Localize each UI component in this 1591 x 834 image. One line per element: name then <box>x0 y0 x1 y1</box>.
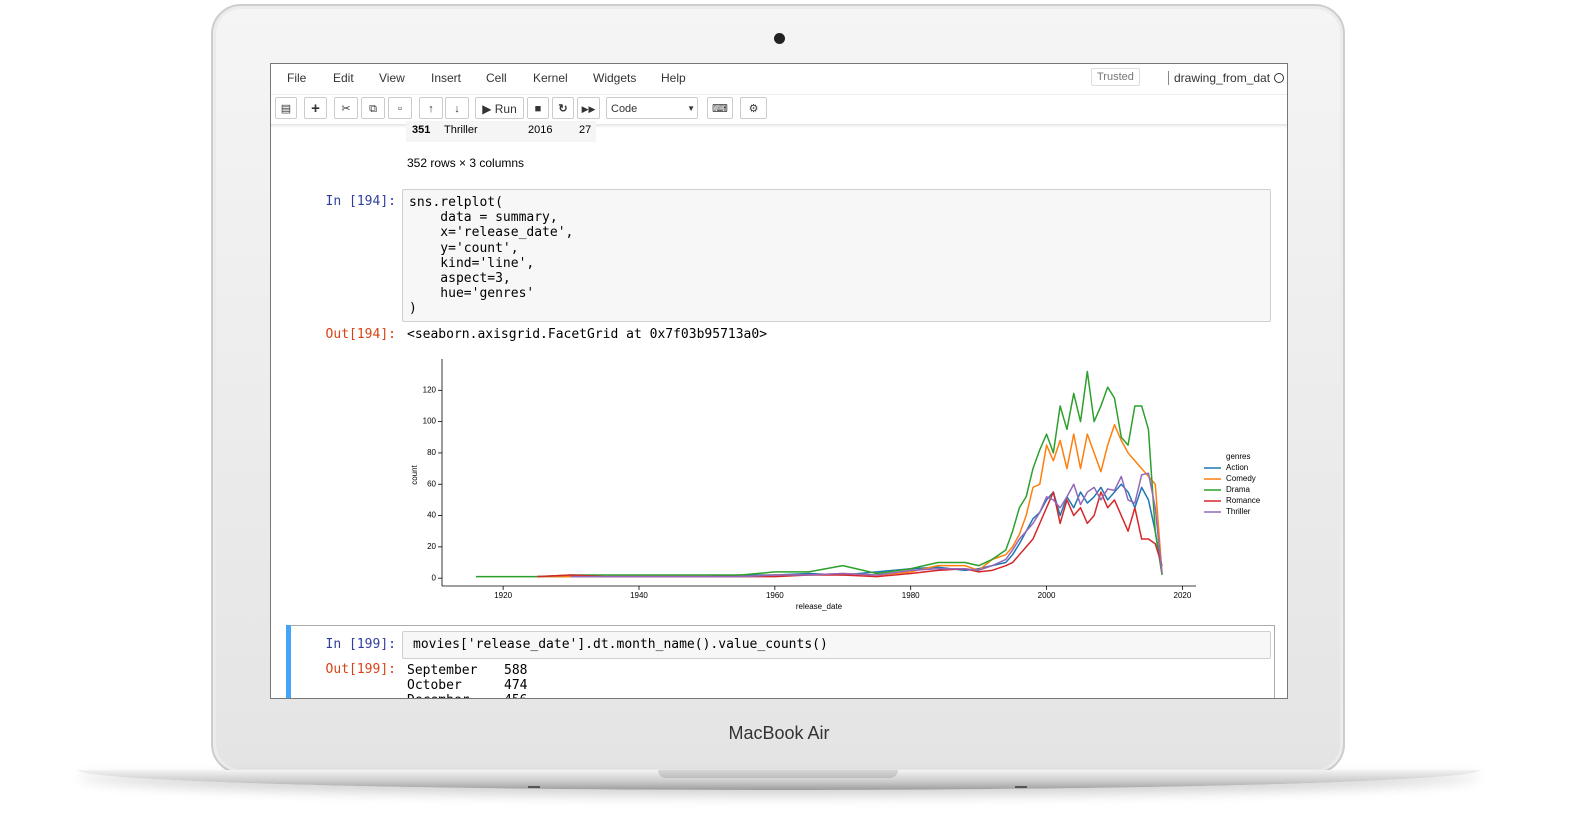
x-axis-label: release_date <box>796 602 843 611</box>
code-line: kind='line', <box>409 255 535 271</box>
screen: File Edit View Insert Cell Kernel Widgets Help … <box>270 63 1288 699</box>
y-tick-label: 60 <box>427 479 436 488</box>
stop-button[interactable]: ■ <box>527 97 549 119</box>
output-label: September <box>407 663 478 678</box>
legend-label: Thriller <box>1226 507 1251 516</box>
run-label: Run <box>494 102 517 116</box>
code-line: x='release_date', <box>409 225 574 241</box>
restart-button[interactable]: ↻ <box>552 97 574 119</box>
camera <box>774 33 785 44</box>
menu-bar: File Edit View Insert Cell Kernel Widgets Help <box>271 64 1287 95</box>
foot <box>528 786 540 788</box>
save-button[interactable]: ▤ <box>275 97 297 119</box>
code-line: sns.relplot( <box>409 195 503 210</box>
y-tick-label: 80 <box>427 448 436 457</box>
cell-output: <seaborn.axisgrid.FacetGrid at 0x7f03b95… <box>407 327 768 342</box>
row-genre: Thriller <box>444 124 478 136</box>
run-button[interactable]: ▶ Run <box>475 97 524 119</box>
output-value: 588 <box>504 663 528 678</box>
menu-item[interactable]: Cell <box>486 71 507 85</box>
x-tick-label: 1920 <box>494 591 512 600</box>
laptop-base <box>78 770 1480 790</box>
output-label: October <box>407 678 462 693</box>
code-line: y='count', <box>409 240 519 256</box>
menu-item[interactable]: Help <box>661 71 686 85</box>
code-line: movies['release_date'].dt.month_name().v… <box>413 637 828 652</box>
y-axis-label: count <box>410 464 419 484</box>
input-prompt: In [199]: <box>325 637 396 652</box>
toolbar-shadow <box>271 124 1287 128</box>
row-year: 2016 <box>528 124 553 136</box>
output-prompt: Out[199]: <box>325 662 396 677</box>
menu-item[interactable]: Edit <box>333 71 354 85</box>
cell-type-select[interactable]: Code ▼ <box>606 97 698 119</box>
code-line: aspect=3, <box>409 271 511 286</box>
legend-label: Drama <box>1226 485 1251 494</box>
menu-item[interactable]: File <box>287 71 307 85</box>
kernel-indicator <box>1274 73 1284 83</box>
code-cell[interactable]: movies['release_date'].dt.month_name().v… <box>402 631 1271 659</box>
restart-run-button[interactable]: ▶▶ <box>577 97 600 119</box>
output-value: 474 <box>504 678 528 693</box>
cell-type-label: Code <box>611 103 638 115</box>
trusted-badge[interactable]: Trusted <box>1091 68 1140 86</box>
notebook-name[interactable]: drawing_from_dat <box>1168 71 1270 85</box>
chart: count release_date 0 20 40 60 80 100 120 1920 19… <box>410 359 1261 611</box>
copy-button[interactable]: ⧉ <box>361 97 385 119</box>
y-tick-label: 40 <box>427 511 436 520</box>
menu-item[interactable]: View <box>379 71 405 85</box>
x-tick-label: 2000 <box>1038 591 1056 600</box>
paste-button[interactable]: ▫ <box>388 97 412 119</box>
row-index: 351 <box>412 124 431 136</box>
code-line: hue='genres' <box>409 286 535 302</box>
line-series <box>537 424 1163 578</box>
table-shape: 352 rows × 3 columns <box>407 156 525 170</box>
x-tick-label: 1960 <box>766 591 784 600</box>
device-label: MacBook Air <box>728 723 830 743</box>
line-series <box>571 472 1163 578</box>
line-series <box>537 491 1163 578</box>
code-line: data = summary, <box>409 210 558 226</box>
y-tick-label: 0 <box>432 573 437 582</box>
y-tick-label: 100 <box>423 417 437 426</box>
y-tick-label: 20 <box>427 542 436 551</box>
input-prompt: In [194]: <box>325 194 396 209</box>
add-button[interactable]: + <box>304 97 327 119</box>
code-line: ) <box>409 301 417 317</box>
move-up-button[interactable]: ↑ <box>419 97 443 119</box>
y-tick-label: 120 <box>423 385 437 394</box>
menu-item[interactable]: Widgets <box>593 71 637 85</box>
output-prompt: Out[194]: <box>325 327 396 342</box>
table-row: 351 Thriller 2016 27 <box>406 121 596 142</box>
legend-label: Romance <box>1226 496 1261 505</box>
row-count: 27 <box>579 124 592 136</box>
selection-bar <box>286 625 291 698</box>
code-cell[interactable]: sns.relplot( data = summary, x='release_… <box>402 189 1271 322</box>
keyboard-button[interactable]: ⌨ <box>707 97 733 119</box>
output-label: December <box>407 693 470 698</box>
legend-title: genres <box>1226 452 1250 461</box>
x-tick-label: 1940 <box>630 591 648 600</box>
output-value: 456 <box>504 693 527 698</box>
line-series <box>475 370 1163 578</box>
legend-label: Action <box>1226 463 1248 472</box>
dropdown-arrow: ▼ <box>687 104 695 113</box>
legend-label: Comedy <box>1226 474 1256 483</box>
move-down-button[interactable]: ↓ <box>445 97 469 119</box>
x-tick-label: 1980 <box>902 591 920 600</box>
menu-item[interactable]: Insert <box>431 71 462 85</box>
settings-button[interactable]: ⚙ <box>740 97 767 119</box>
cut-button[interactable]: ✂ <box>334 97 358 119</box>
x-tick-label: 2020 <box>1174 591 1192 600</box>
line-series <box>537 483 1163 578</box>
foot <box>1015 786 1027 788</box>
menu-item[interactable]: Kernel <box>533 71 568 85</box>
hinge-notch <box>658 770 898 778</box>
